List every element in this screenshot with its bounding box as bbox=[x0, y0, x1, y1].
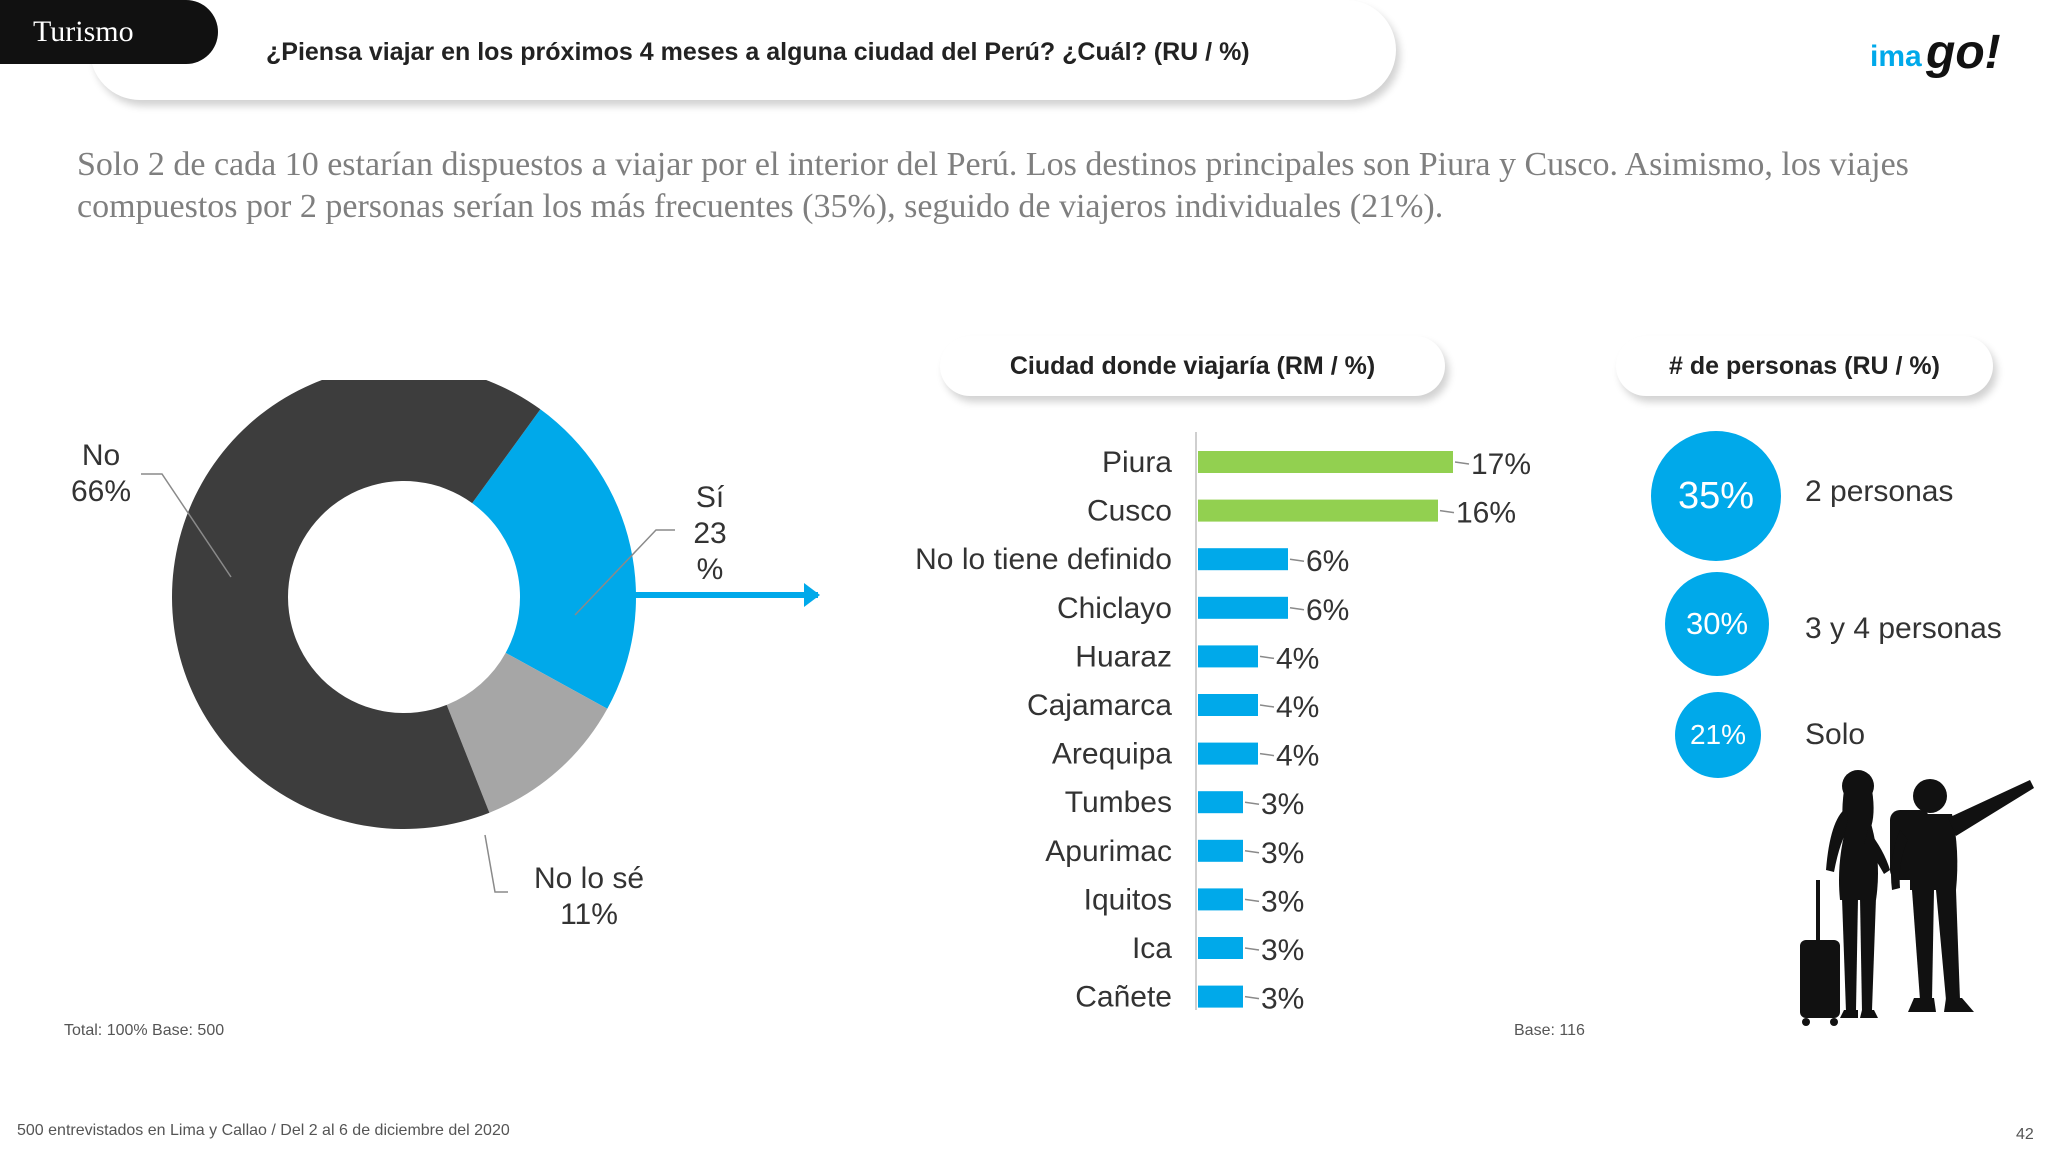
bar-value-label: 6% bbox=[1306, 545, 1349, 578]
bubble-solo: 21% bbox=[1675, 692, 1761, 778]
donut-slice-0 bbox=[472, 409, 637, 709]
bar bbox=[1198, 888, 1243, 911]
bar bbox=[1198, 791, 1243, 814]
bar-category-label: Apurimac bbox=[1045, 835, 1172, 868]
bar-leader bbox=[1244, 995, 1260, 1000]
bar bbox=[1198, 451, 1453, 473]
bar-category-label: Iquitos bbox=[1084, 883, 1172, 916]
question-pill bbox=[90, 0, 1396, 100]
leader-nolose bbox=[484, 834, 508, 893]
bar-category-label: Cajamarca bbox=[1027, 689, 1172, 722]
bar-leader bbox=[1259, 752, 1275, 757]
bar bbox=[1198, 937, 1243, 959]
bar-value-label: 16% bbox=[1456, 497, 1516, 530]
bar-leader bbox=[1289, 607, 1305, 611]
page-number: 42 bbox=[2016, 1126, 2034, 1143]
bar-value-label: 17% bbox=[1471, 448, 1531, 481]
bar-leader bbox=[1439, 509, 1455, 514]
bar-leader bbox=[1244, 947, 1260, 951]
bar-value-label: 3% bbox=[1261, 788, 1304, 821]
bar bbox=[1198, 548, 1288, 571]
bar-category-label: Piura bbox=[1102, 446, 1172, 479]
bars-group: Piura 17% Cusco 16% No lo tiene definido 6% Ch… bbox=[915, 446, 1531, 1016]
bar bbox=[1198, 645, 1258, 668]
bar-category-label: Tumbes bbox=[1065, 786, 1172, 819]
bubble-3-4-personas: 30% bbox=[1665, 572, 1769, 676]
bar-category-label: Ica bbox=[1132, 932, 1172, 965]
donut-slices bbox=[172, 380, 637, 829]
donut-slice-2 bbox=[172, 380, 541, 829]
bar-category-label: Arequipa bbox=[1052, 738, 1172, 771]
people-label-2: 2 personas bbox=[1805, 475, 1954, 508]
slice-label-si-name: Sí bbox=[696, 481, 725, 514]
people-chart-title: # de personas (RU / %) bbox=[1616, 336, 1993, 396]
cities-chart-title: Ciudad donde viajaría (RM / %) bbox=[940, 336, 1445, 396]
bar-value-label: 3% bbox=[1261, 837, 1304, 870]
bar-category-label: Chiclayo bbox=[1057, 592, 1172, 625]
bar bbox=[1198, 985, 1243, 1008]
people-label-3-4: 3 y 4 personas bbox=[1805, 612, 2002, 645]
bar-leader bbox=[1244, 850, 1260, 854]
travelers-silhouette-icon bbox=[1800, 770, 2034, 1026]
logo-text-dark: go! bbox=[1925, 26, 2001, 79]
slice-label-si-value: 23% bbox=[693, 517, 726, 586]
bar-leader bbox=[1259, 655, 1275, 660]
bar bbox=[1198, 742, 1258, 765]
bubble-2-personas: 35% bbox=[1651, 431, 1781, 561]
bar-leader bbox=[1244, 801, 1260, 805]
bar-category-label: No lo tiene definido bbox=[915, 543, 1172, 576]
bar-category-label: Cañete bbox=[1075, 981, 1172, 1014]
arrow-head bbox=[804, 583, 820, 607]
summary-text: Solo 2 de cada 10 estarían dispuestos a … bbox=[77, 146, 1909, 225]
bar-category-label: Cusco bbox=[1087, 495, 1172, 528]
bar-leader bbox=[1454, 461, 1470, 465]
section-tag: Turismo bbox=[0, 0, 218, 64]
donut-chart: No 66% Sí 23% No lo sé 11% bbox=[71, 380, 820, 931]
bar-value-label: 4% bbox=[1276, 740, 1319, 773]
bar bbox=[1198, 499, 1438, 522]
bar-leader bbox=[1244, 898, 1260, 903]
bar-value-label: 3% bbox=[1261, 934, 1304, 967]
slice-label-nolose-value: 11% bbox=[560, 898, 618, 931]
bar-value-label: 3% bbox=[1261, 885, 1304, 918]
bar-leader bbox=[1289, 558, 1305, 562]
leader-si bbox=[574, 529, 675, 616]
question-text: ¿Piensa viajar en los próximos 4 meses a… bbox=[266, 38, 1250, 66]
logo-text-blue: ima bbox=[1870, 40, 1922, 73]
imago-logo: ima go! bbox=[1870, 26, 2001, 79]
bar-leader bbox=[1259, 704, 1275, 708]
cities-bar-chart: Piura 17% Cusco 16% No lo tiene definido 6% Ch… bbox=[915, 432, 1531, 1016]
footer-text: 500 entrevistados en Lima y Callao / Del… bbox=[17, 1122, 510, 1139]
donut-base-note: Total: 100% Base: 500 bbox=[64, 1022, 225, 1039]
leader-no bbox=[141, 473, 232, 578]
bar-value-label: 4% bbox=[1276, 642, 1319, 675]
slice-label-no-value: 66% bbox=[71, 475, 131, 508]
bar-base-note: Base: 116 bbox=[1514, 1022, 1585, 1039]
bar-category-label: Huaraz bbox=[1075, 640, 1172, 673]
bar-value-label: 3% bbox=[1261, 983, 1304, 1016]
donut-slice-1 bbox=[446, 652, 608, 813]
bar bbox=[1198, 694, 1258, 716]
slice-label-nolose-name: No lo sé bbox=[534, 862, 644, 895]
slice-label-no-name: No bbox=[82, 439, 120, 472]
bar-value-label: 6% bbox=[1306, 594, 1349, 627]
bar bbox=[1198, 596, 1288, 619]
bar-value-label: 4% bbox=[1276, 691, 1319, 724]
bar bbox=[1198, 839, 1243, 862]
people-label-solo: Solo bbox=[1805, 718, 1866, 751]
